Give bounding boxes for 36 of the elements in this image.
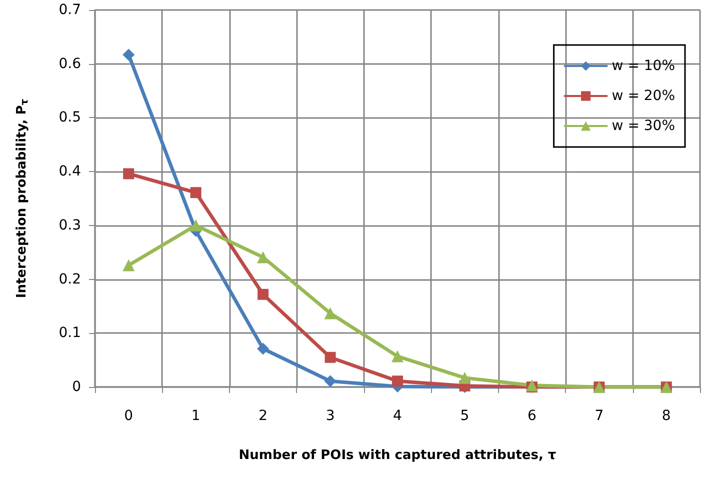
- y-tick-label: 0.6: [58, 56, 82, 72]
- y-tick-label: 0.4: [58, 164, 82, 180]
- y-tick-label: 0: [72, 379, 81, 395]
- point: [122, 48, 135, 61]
- y-tick-label: 0.2: [58, 271, 81, 288]
- y-tick-label: 0.1: [58, 325, 81, 342]
- y-tick-label: 0.7: [58, 2, 81, 18]
- x-tick-label: 7: [594, 408, 604, 424]
- point: [392, 350, 404, 362]
- y-axis-title: Interception probability, Pτ: [14, 98, 30, 298]
- x-tick-label: 6: [527, 408, 536, 424]
- x-tick-label: 0: [124, 408, 134, 424]
- point: [190, 187, 202, 198]
- x-tick-label: 4: [393, 408, 402, 424]
- point: [324, 375, 336, 388]
- x-tick-label: 1: [191, 408, 200, 424]
- x-axis-title: Number of POIs with captured attributes, τ: [238, 448, 556, 463]
- x-tick-label: 2: [258, 408, 268, 424]
- y-tick-label: 0.3: [58, 217, 81, 234]
- legend-label: w = 10%: [612, 58, 676, 74]
- y-tick-label: 0.5: [58, 110, 81, 126]
- point: [258, 288, 269, 300]
- point: [392, 376, 403, 387]
- point: [257, 342, 270, 355]
- point: [458, 372, 471, 384]
- legend-label: w = 20%: [612, 88, 676, 104]
- point: [122, 259, 135, 272]
- legend-label: w = 30%: [612, 118, 676, 134]
- point: [257, 251, 270, 264]
- x-tick-label: 3: [326, 408, 335, 424]
- point: [123, 168, 134, 180]
- point: [324, 352, 336, 363]
- x-tick-label: 5: [460, 408, 470, 424]
- x-tick-label: 8: [662, 408, 671, 424]
- point: [190, 219, 202, 232]
- point: [324, 307, 336, 320]
